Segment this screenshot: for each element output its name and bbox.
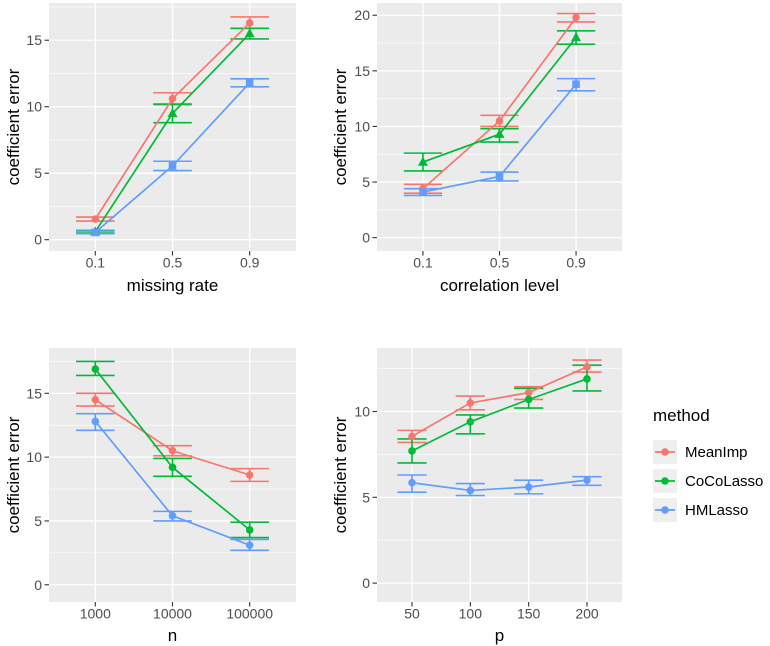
data-point-circle — [408, 478, 416, 487]
y-axis-tick-label: 0 — [34, 232, 42, 248]
panel-4: 0 5 10 50 100 150 200 — [354, 348, 622, 622]
data-point-circle — [466, 486, 475, 495]
data-point-circle — [408, 432, 416, 441]
data-point-circle — [524, 388, 533, 397]
data-point-square — [572, 80, 580, 88]
y-axis-tick-label: 0 — [362, 230, 370, 246]
legend-label-meanimp: MeanImp — [685, 443, 748, 461]
data-point-circle — [245, 541, 254, 550]
data-point-triangle — [494, 128, 505, 138]
data-point-square — [419, 188, 427, 196]
x-axis-tick-label: 50 — [404, 606, 420, 622]
y-axis-tick-label: 10 — [354, 118, 370, 134]
y-axis-tick-label: 10 — [354, 404, 370, 420]
legend-item-cocolasso: CoCoLasso — [653, 469, 763, 493]
x-axis-title-missing-rate: missing rate — [126, 276, 219, 295]
data-point-square — [495, 172, 504, 181]
data-point-circle — [245, 526, 254, 534]
legend-item-meanimp: MeanImp — [653, 440, 763, 464]
data-point-circle — [168, 94, 177, 103]
data-point-circle — [245, 19, 254, 27]
data-point-square — [91, 228, 100, 237]
data-point-circle — [583, 375, 591, 383]
y-axis-tick-label: 10 — [26, 449, 42, 465]
series-line-meanimp — [411, 366, 588, 438]
legend-method: method MeanImp CoCoLasso — [653, 406, 763, 527]
data-point-triangle — [167, 108, 178, 118]
y-axis-tick-label: 15 — [26, 385, 42, 401]
data-point-circle — [572, 13, 580, 22]
data-point-circle — [168, 463, 177, 472]
y-axis-title-panel2: coefficient error — [331, 68, 350, 186]
data-point-triangle — [571, 32, 582, 42]
y-axis-tick-label: 0 — [34, 577, 42, 593]
y-axis-tick-label: 5 — [34, 165, 42, 181]
data-point-circle — [91, 215, 100, 223]
data-point-square — [245, 78, 254, 87]
data-point-circle — [524, 483, 533, 491]
x-axis-tick-label: 200 — [575, 606, 599, 622]
legend-item-hmlasso: HMLasso — [653, 498, 763, 522]
y-axis-tick-label: 20 — [354, 7, 370, 23]
panel-3: 0 5 10 15 1000 10000 100000 — [26, 348, 296, 622]
x-axis-tick-label: 0.5 — [163, 255, 183, 271]
y-axis-tick-label: 5 — [34, 513, 42, 529]
data-point-circle — [168, 512, 177, 520]
y-axis-tick-label: 10 — [26, 99, 42, 115]
series-line-cocolasso — [411, 378, 588, 452]
x-axis-tick-label: 0.5 — [490, 255, 510, 271]
y-axis-tick-label: 15 — [354, 63, 370, 79]
legend-key-hmlasso-icon — [653, 498, 677, 522]
panel-2: 0 5 10 15 20 0.1 0.5 0.9 — [354, 3, 622, 271]
data-point-circle — [466, 417, 475, 426]
y-axis-tick-label: 0 — [362, 575, 370, 591]
data-point-circle — [466, 399, 475, 407]
data-point-square — [168, 162, 177, 170]
y-axis-title-panel3: coefficient error — [4, 416, 23, 534]
legend-key-cocolasso-icon — [653, 469, 677, 493]
data-point-circle — [495, 117, 504, 125]
y-axis-tick-label: 15 — [26, 32, 42, 48]
x-axis-tick-label: 0.1 — [86, 255, 106, 271]
data-point-circle — [91, 417, 100, 426]
y-axis-tick-label: 5 — [362, 489, 370, 505]
data-point-circle — [583, 363, 591, 371]
x-axis-tick-label: 100 — [459, 606, 483, 622]
y-axis-title-panel4: coefficient error — [331, 416, 350, 534]
x-axis-title-p: p — [494, 626, 505, 645]
data-point-triangle — [417, 156, 428, 166]
data-point-circle — [408, 447, 416, 455]
x-axis-tick-label: 100000 — [226, 606, 273, 622]
data-point-circle — [91, 365, 100, 373]
x-axis-title-n: n — [167, 626, 178, 645]
x-axis-tick-label: 0.9 — [566, 255, 586, 271]
data-point-triangle — [244, 28, 255, 38]
y-axis-tick-label: 5 — [362, 174, 370, 190]
legend-label-hmlasso: HMLasso — [685, 501, 749, 519]
data-point-circle — [524, 395, 533, 404]
series-line-hmlasso — [411, 479, 588, 492]
legend-title: method — [653, 406, 710, 425]
data-point-circle — [245, 471, 254, 479]
panel-1: 0 5 10 15 0.1 0.5 0.9 — [26, 3, 296, 271]
x-axis-title-correlation-level: correlation level — [439, 276, 560, 295]
data-point-circle — [168, 446, 177, 455]
y-axis-title-panel1: coefficient error — [4, 68, 23, 186]
legend-label-cocolasso: CoCoLasso — [685, 472, 764, 490]
legend-key-meanimp-icon — [653, 440, 677, 464]
data-point-circle — [583, 476, 591, 484]
x-axis-tick-label: 150 — [517, 606, 541, 622]
x-axis-tick-label: 10000 — [153, 606, 192, 622]
x-axis-tick-label: 0.1 — [413, 255, 433, 271]
data-point-circle — [91, 395, 100, 404]
x-axis-tick-label: 1000 — [80, 606, 111, 622]
x-axis-tick-label: 0.9 — [240, 255, 260, 271]
